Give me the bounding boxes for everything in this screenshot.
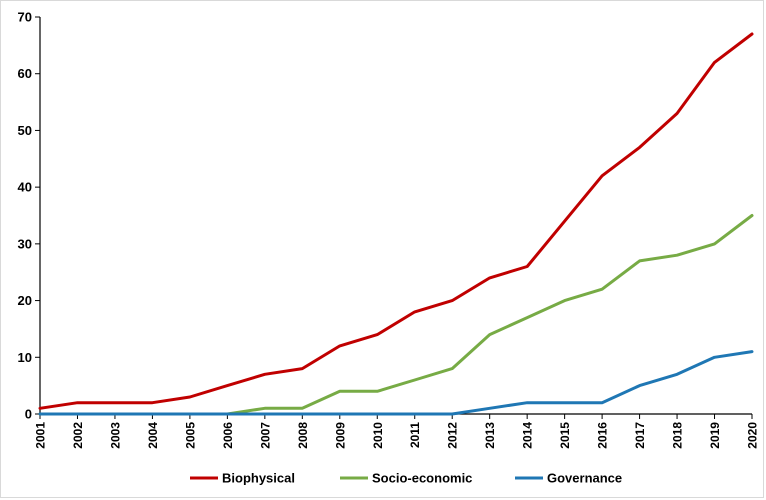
x-tick-label: 2004	[146, 422, 160, 449]
x-tick-label: 2008	[296, 422, 310, 449]
x-tick-label: 2017	[633, 422, 647, 449]
y-tick-label: 30	[18, 236, 32, 251]
x-tick-label: 2015	[558, 422, 572, 449]
legend-label-socio-economic: Socio-economic	[372, 471, 472, 486]
series-line-biophysical	[38, 32, 754, 410]
legend: Biophysical Socio-economic Governance	[190, 471, 622, 486]
y-tick-label: 10	[18, 350, 32, 365]
x-tick-label: 2018	[671, 422, 685, 449]
x-tick-label: 2011	[408, 422, 422, 448]
axes	[39, 17, 752, 415]
x-tick-label: 2005	[183, 422, 197, 449]
y-tick-label: 0	[25, 407, 32, 422]
x-tick-label: 2014	[521, 422, 535, 449]
x-tick-label: 2010	[371, 422, 385, 449]
x-tick-label: 2006	[221, 422, 235, 449]
y-axis-ticks: 0 10 20 30 40 50 60 70	[18, 10, 40, 422]
series-line-governance	[38, 350, 754, 416]
legend-label-governance: Governance	[547, 471, 622, 486]
y-tick-label: 70	[18, 10, 32, 25]
y-tick-label: 40	[18, 180, 32, 195]
x-tick-label: 2013	[483, 422, 497, 449]
x-tick-label: 2016	[596, 422, 610, 449]
y-tick-label: 20	[18, 293, 32, 308]
series-lines	[38, 32, 754, 416]
x-tick-label: 2001	[34, 422, 48, 449]
x-tick-label: 2012	[446, 422, 460, 449]
x-tick-label: 2007	[258, 422, 272, 449]
y-tick-label: 50	[18, 123, 32, 138]
y-tick-label: 60	[18, 66, 32, 81]
x-tick-label: 2019	[708, 422, 722, 449]
x-axis-ticks: 2001 2002 2003 2004 2005 2006 2007 2008 2009 2010…	[34, 414, 760, 449]
x-tick-label: 2020	[746, 422, 760, 449]
legend-label-biophysical: Biophysical	[222, 471, 295, 486]
x-tick-label: 2003	[108, 422, 122, 449]
x-tick-label: 2002	[71, 422, 85, 449]
x-tick-label: 2009	[333, 422, 347, 449]
